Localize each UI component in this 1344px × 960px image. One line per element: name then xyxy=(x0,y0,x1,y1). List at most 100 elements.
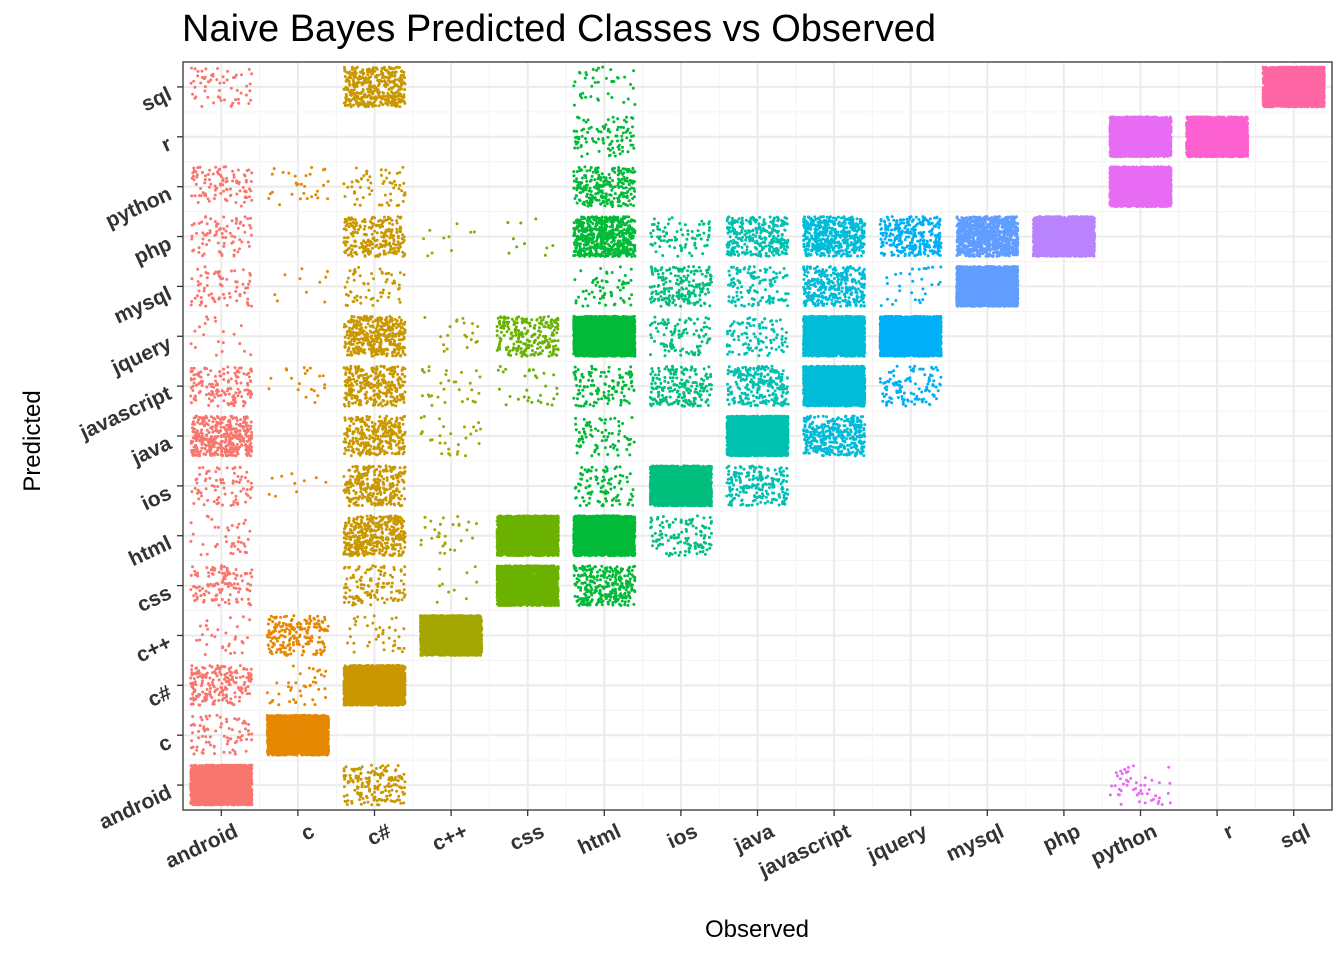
point-cluster-java-predicted-jquery xyxy=(725,316,789,358)
grid-lines xyxy=(183,62,1332,810)
point-cluster-c#-predicted-c++ xyxy=(346,614,406,654)
point-cluster-html-predicted-r xyxy=(572,115,636,158)
point-cluster-c-predicted-c++ xyxy=(266,614,330,657)
point-cluster-html-predicted-jquery xyxy=(572,314,637,358)
x-tick-label: android xyxy=(162,820,242,873)
x-tick-label: python xyxy=(1087,820,1160,870)
point-cluster-jquery-predicted-jquery xyxy=(878,314,943,358)
point-cluster-c#-predicted-python xyxy=(342,165,407,207)
point-cluster-android-predicted-android xyxy=(189,763,254,807)
y-tick-label: sql xyxy=(138,83,175,117)
point-cluster-html-predicted-javascript xyxy=(572,364,636,408)
data-points xyxy=(189,65,1326,807)
point-cluster-ios-predicted-html xyxy=(649,514,713,558)
point-cluster-ios-predicted-mysql xyxy=(648,265,713,308)
point-cluster-android-predicted-python xyxy=(190,165,254,208)
point-cluster-c#-predicted-php xyxy=(342,215,407,258)
point-cluster-c#-predicted-css xyxy=(342,564,407,607)
x-tick-label: ios xyxy=(664,820,701,854)
point-cluster-javascript-predicted-jquery xyxy=(802,314,867,358)
point-cluster-c-predicted-python xyxy=(267,166,330,207)
y-tick-label: c# xyxy=(144,681,175,712)
x-axis-title: Observed xyxy=(705,916,809,943)
point-cluster-c#-predicted-javascript xyxy=(342,364,407,408)
x-tick-label: c++ xyxy=(429,820,472,856)
point-cluster-c#-predicted-ios xyxy=(342,464,407,508)
point-cluster-mysql-predicted-mysql xyxy=(955,265,1020,308)
point-cluster-c-predicted-c xyxy=(265,713,330,757)
point-cluster-jquery-predicted-javascript xyxy=(878,364,943,408)
y-tick-label: android xyxy=(96,781,176,834)
point-cluster-c#-predicted-mysql xyxy=(343,265,406,307)
point-cluster-mysql-predicted-php xyxy=(955,215,1020,258)
x-tick-label: mysql xyxy=(943,820,1008,866)
y-tick-label: html xyxy=(125,531,175,571)
point-cluster-css-predicted-jquery xyxy=(495,315,560,358)
y-tick-label: python xyxy=(102,182,175,232)
y-tick-label: c++ xyxy=(133,631,176,667)
point-cluster-ios-predicted-php xyxy=(649,216,712,258)
x-tick-label: jquery xyxy=(863,820,931,868)
point-cluster-html-predicted-css xyxy=(572,564,637,607)
point-cluster-r-predicted-r xyxy=(1185,115,1250,159)
point-cluster-android-predicted-javascript xyxy=(189,365,254,408)
point-cluster-java-predicted-php xyxy=(725,215,790,258)
point-cluster-android-predicted-mysql xyxy=(189,265,254,308)
point-cluster-javascript-predicted-javascript xyxy=(802,364,867,408)
point-cluster-c#-predicted-java xyxy=(342,414,407,458)
point-cluster-android-predicted-c# xyxy=(189,664,254,707)
axis-ticks xyxy=(177,86,1295,816)
x-tick-label: css xyxy=(506,820,547,856)
point-cluster-sql-predicted-sql xyxy=(1261,65,1326,109)
point-cluster-android-predicted-css xyxy=(189,564,254,607)
point-cluster-c#-predicted-sql xyxy=(342,65,407,109)
point-cluster-html-predicted-python xyxy=(572,165,637,208)
point-cluster-java-predicted-java xyxy=(725,414,790,458)
point-cluster-android-predicted-java xyxy=(189,414,254,458)
point-cluster-c++-predicted-javascript xyxy=(420,365,482,407)
point-cluster-ios-predicted-javascript xyxy=(648,364,713,408)
point-cluster-java-predicted-javascript xyxy=(726,364,790,408)
x-tick-label: php xyxy=(1039,820,1084,857)
point-cluster-c++-predicted-c++ xyxy=(419,614,484,657)
point-cluster-php-predicted-php xyxy=(1031,215,1096,258)
point-cluster-javascript-predicted-php xyxy=(802,215,867,258)
chart-title: Naive Bayes Predicted Classes vs Observe… xyxy=(182,8,936,50)
y-tick-label: r xyxy=(158,132,175,156)
point-cluster-android-predicted-html xyxy=(189,514,252,557)
x-tick-label: java xyxy=(730,820,778,859)
point-cluster-c#-predicted-android xyxy=(342,763,407,807)
point-cluster-c#-predicted-jquery xyxy=(342,314,407,358)
point-cluster-html-predicted-php xyxy=(572,215,637,258)
y-tick-label: c xyxy=(155,731,176,757)
y-tick-label: mysql xyxy=(110,282,175,328)
point-cluster-java-predicted-ios xyxy=(725,464,790,507)
point-cluster-android-predicted-c++ xyxy=(195,615,252,656)
point-cluster-html-predicted-ios xyxy=(573,465,635,508)
y-tick-label: css xyxy=(134,581,175,617)
point-cluster-html-predicted-html xyxy=(572,514,637,558)
y-tick-label: java xyxy=(127,432,175,471)
point-cluster-css-predicted-html xyxy=(495,514,560,558)
y-axis-title: Predicted xyxy=(19,390,46,491)
y-tick-label: ios xyxy=(138,482,175,516)
point-cluster-html-predicted-mysql xyxy=(573,265,634,308)
y-tick-label: jquery xyxy=(107,332,175,380)
x-tick-label: c xyxy=(298,820,319,846)
x-tick-label: r xyxy=(1220,820,1237,844)
point-cluster-c#-predicted-html xyxy=(342,514,407,558)
point-cluster-c-predicted-ios xyxy=(267,472,328,498)
point-cluster-ios-predicted-ios xyxy=(648,464,713,508)
point-cluster-javascript-predicted-mysql xyxy=(802,265,867,308)
point-cluster-javascript-predicted-java xyxy=(802,414,867,458)
point-cluster-android-predicted-sql xyxy=(189,66,254,108)
point-cluster-android-predicted-php xyxy=(190,215,253,258)
x-tick-label: sql xyxy=(1277,820,1314,854)
point-cluster-python-predicted-r xyxy=(1108,115,1173,159)
point-cluster-css-predicted-javascript xyxy=(496,365,559,407)
x-tick-label: html xyxy=(575,820,625,860)
point-cluster-c-predicted-c# xyxy=(265,664,328,707)
x-tick-label: c# xyxy=(364,820,395,851)
point-cluster-java-predicted-mysql xyxy=(727,265,790,308)
